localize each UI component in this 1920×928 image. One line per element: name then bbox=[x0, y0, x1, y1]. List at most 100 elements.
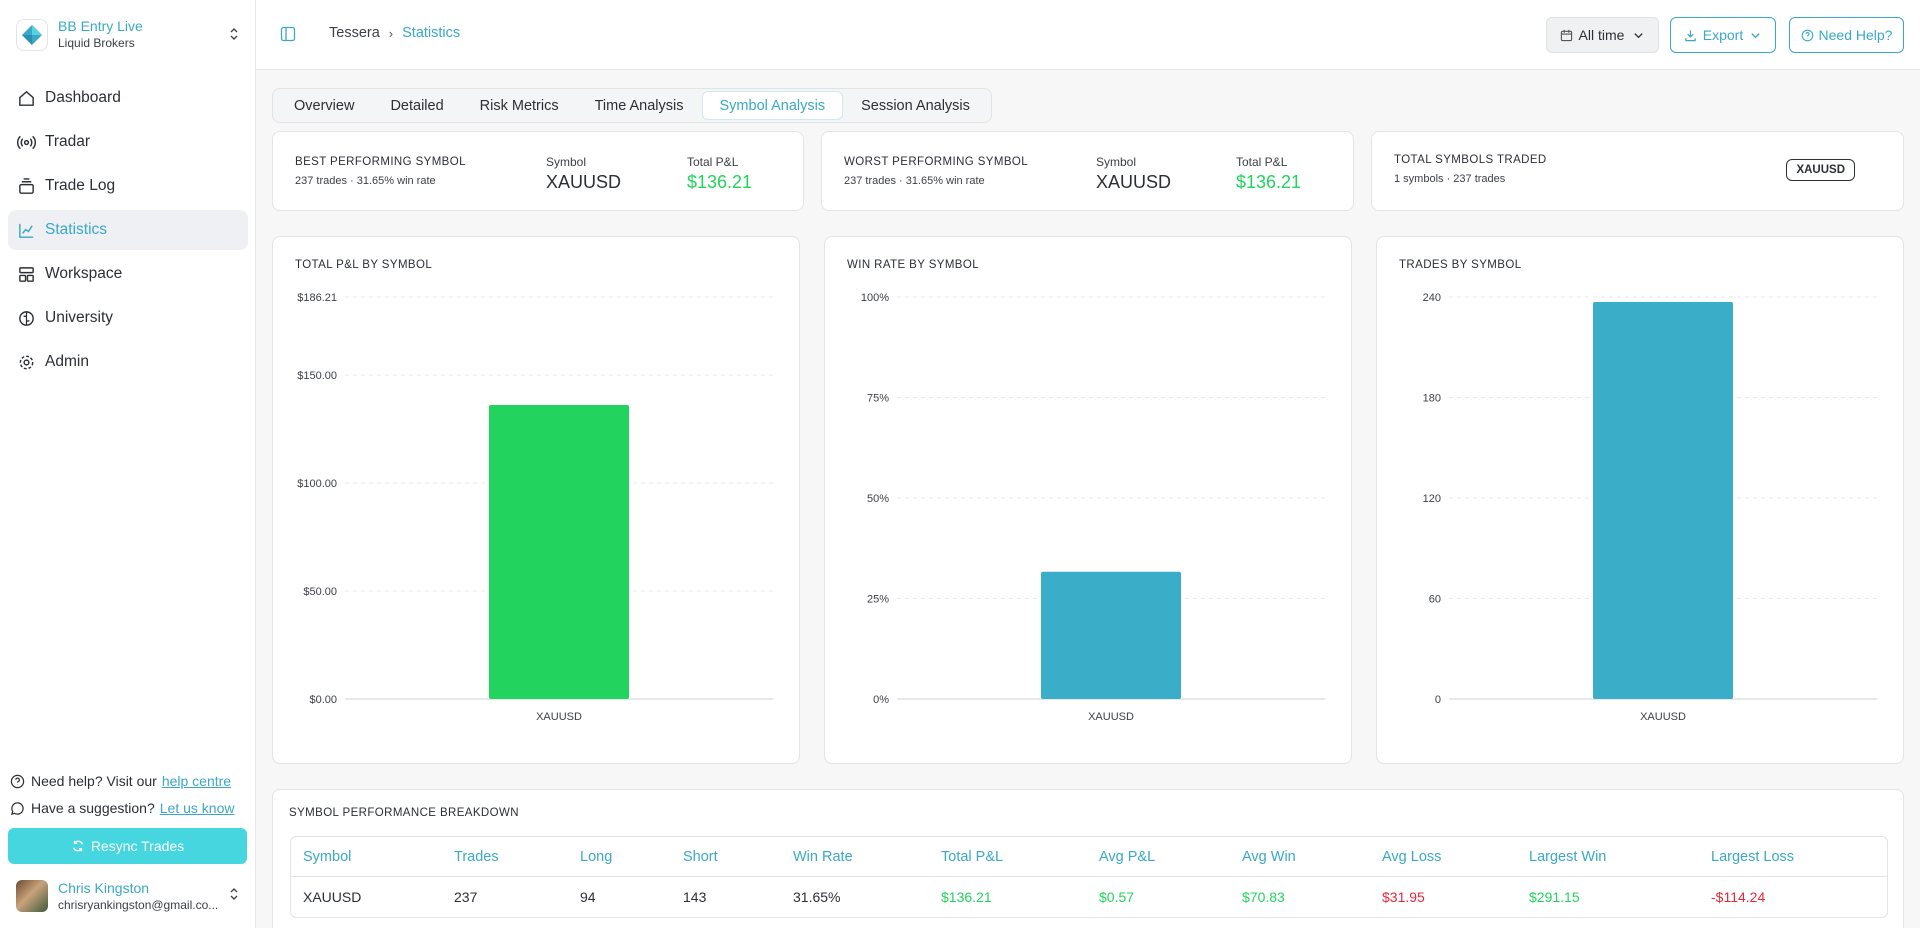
nav-item-workspace[interactable]: Workspace bbox=[8, 254, 248, 294]
layers-icon bbox=[19, 177, 34, 194]
column-header[interactable]: Trades bbox=[454, 849, 499, 865]
column-header[interactable]: Short bbox=[683, 849, 718, 865]
y-tick-label: 50% bbox=[867, 493, 889, 505]
worst-symbol-col: Symbol XAUUSD bbox=[1096, 155, 1171, 193]
account-broker: Liquid Brokers bbox=[58, 36, 135, 50]
column-header[interactable]: Avg P&L bbox=[1099, 849, 1156, 865]
chevron-down-icon bbox=[1634, 32, 1644, 38]
y-tick-label: 25% bbox=[867, 594, 889, 606]
chart-title: TRADES BY SYMBOL bbox=[1399, 259, 1522, 271]
nav-label: Statistics bbox=[45, 221, 108, 238]
worst-symbol-card: WORST PERFORMING SYMBOL 237 trades · 31.… bbox=[821, 131, 1354, 211]
total-symbols-label: TOTAL SYMBOLS TRADED bbox=[1394, 154, 1547, 166]
column-header[interactable]: Avg Win bbox=[1242, 849, 1296, 865]
suggestion-line: Have a suggestion? Let us know bbox=[10, 800, 234, 816]
y-tick-label: 100% bbox=[861, 292, 889, 304]
symbol-badge: XAUUSD bbox=[1786, 159, 1855, 181]
table-cell: XAUUSD bbox=[303, 889, 362, 905]
layout-icon bbox=[19, 266, 34, 282]
table-cell: $0.57 bbox=[1099, 889, 1135, 905]
win-rate-chart-svg: 0% 25% 50% 75% 100% XAUUSD bbox=[861, 292, 1325, 723]
y-tick-label: 60 bbox=[1429, 594, 1441, 606]
pnl-key: Total P&L bbox=[1236, 155, 1288, 169]
nav-label: Tradar bbox=[45, 133, 91, 150]
y-tick-label: $0.00 bbox=[309, 694, 337, 706]
account-switcher[interactable]: BB Entry Live Liquid Brokers bbox=[8, 10, 248, 60]
let-us-know-link[interactable]: Let us know bbox=[159, 800, 235, 816]
breadcrumb-root[interactable]: Tessera bbox=[329, 25, 380, 41]
nav-label: Dashboard bbox=[45, 89, 121, 106]
message-circle-icon bbox=[10, 801, 24, 815]
column-header[interactable]: Symbol bbox=[303, 849, 352, 865]
table-header-row: Symbol Trades Long Short Win Rate Total P&L Av… bbox=[291, 837, 1887, 877]
column-header[interactable]: Long bbox=[580, 849, 613, 865]
nav-item-admin[interactable]: Admin bbox=[8, 342, 248, 382]
need-help-button[interactable]: Need Help? bbox=[1789, 17, 1904, 53]
best-symbol-value: XAUUSD bbox=[546, 172, 622, 192]
y-tick-label: $186.21 bbox=[297, 292, 337, 304]
radar-icon bbox=[17, 135, 36, 149]
x-tick-label: XAUUSD bbox=[1640, 711, 1686, 723]
time-range-select[interactable]: All time bbox=[1546, 17, 1659, 53]
worst-symbol-value: XAUUSD bbox=[1096, 172, 1172, 192]
nav-item-university[interactable]: University bbox=[8, 298, 248, 338]
table-cell: 94 bbox=[580, 889, 596, 905]
best-symbol-col: Symbol XAUUSD bbox=[546, 155, 621, 193]
download-icon bbox=[1685, 29, 1696, 41]
help-circle-icon bbox=[10, 774, 25, 788]
best-symbol-sub: 237 trades · 31.65% win rate bbox=[295, 175, 436, 187]
sidebar-toggle-icon[interactable] bbox=[280, 26, 296, 42]
win-rate-by-symbol-chart: WIN RATE BY SYMBOL 0% 25% 50% 75% 100% XAUUSD bbox=[824, 236, 1352, 764]
symbol-performance-table-card: SYMBOL PERFORMANCE BREAKDOWN Symbol Trade… bbox=[272, 789, 1904, 928]
tab-time-analysis[interactable]: Time Analysis bbox=[594, 97, 684, 114]
nav-item-statistics[interactable]: Statistics bbox=[8, 210, 248, 250]
help-centre-link[interactable]: help centre bbox=[161, 773, 232, 789]
column-header[interactable]: Total P&L bbox=[941, 849, 1004, 865]
gear-icon bbox=[19, 355, 34, 369]
table-title: SYMBOL PERFORMANCE BREAKDOWN bbox=[289, 807, 519, 819]
best-symbol-label: BEST PERFORMING SYMBOL bbox=[295, 156, 466, 168]
nav-label: University bbox=[45, 309, 114, 326]
top-header: Tessera › Statistics All time Export Nee… bbox=[256, 0, 1920, 70]
best-pnl-col: Total P&L $136.21 bbox=[687, 155, 752, 193]
help-circle-icon bbox=[1801, 29, 1813, 41]
pnl-key: Total P&L bbox=[687, 155, 739, 169]
trades-by-symbol-chart: TRADES BY SYMBOL 0 60 120 180 240 XAUUSD bbox=[1376, 236, 1904, 764]
help-text: Need help? Visit our bbox=[31, 773, 157, 789]
column-header[interactable]: Win Rate bbox=[793, 849, 853, 865]
table-cell: $136.21 bbox=[941, 889, 992, 905]
resync-trades-button[interactable]: Resync Trades bbox=[8, 828, 247, 864]
x-tick-label: XAUUSD bbox=[1088, 711, 1134, 723]
nav-item-tradar[interactable]: Tradar bbox=[8, 122, 248, 162]
table-body: XAUUSD 237 94 143 31.65% $136.21 $0.57 $70.83 $3… bbox=[291, 877, 1887, 917]
tab-detailed[interactable]: Detailed bbox=[390, 97, 444, 114]
breadcrumb-current: Statistics bbox=[402, 25, 461, 41]
tab-overview[interactable]: Overview bbox=[294, 97, 355, 114]
column-header[interactable]: Largest Loss bbox=[1711, 849, 1795, 865]
export-button[interactable]: Export bbox=[1670, 17, 1776, 53]
trades-chart-svg: 0 60 120 180 240 XAUUSD bbox=[1423, 292, 1877, 723]
user-menu[interactable]: Chris Kingston chrisryankingston@gmail.c… bbox=[8, 874, 248, 918]
chart-title: TOTAL P&L BY SYMBOL bbox=[295, 259, 433, 271]
nav-label: Workspace bbox=[45, 265, 123, 282]
chart-title: WIN RATE BY SYMBOL bbox=[847, 259, 980, 271]
best-symbol-card: BEST PERFORMING SYMBOL 237 trades · 31.6… bbox=[272, 131, 804, 211]
table-cell: 237 bbox=[454, 889, 478, 905]
user-email: chrisryankingston@gmail.co... bbox=[58, 897, 219, 912]
nav-item-dashboard[interactable]: Dashboard bbox=[8, 78, 248, 118]
symbol-key: Symbol bbox=[546, 155, 587, 169]
total-symbols-sub: 1 symbols · 237 trades bbox=[1394, 173, 1506, 185]
column-header[interactable]: Largest Win bbox=[1529, 849, 1607, 865]
tab-symbol-analysis[interactable]: Symbol Analysis bbox=[701, 91, 844, 120]
tab-session-analysis[interactable]: Session Analysis bbox=[861, 97, 970, 114]
chevron-right-icon: › bbox=[388, 25, 394, 41]
pnl-chart-svg: $0.00 $50.00 $100.00 $150.00 $186.21 XAUUSD bbox=[297, 292, 773, 723]
column-header[interactable]: Avg Loss bbox=[1382, 849, 1442, 865]
tab-risk-metrics[interactable]: Risk Metrics bbox=[479, 97, 559, 114]
nav-label: Admin bbox=[45, 353, 89, 370]
table-cell: 143 bbox=[683, 889, 707, 905]
resync-label: Resync Trades bbox=[90, 838, 185, 854]
nav-item-trade-log[interactable]: Trade Log bbox=[8, 166, 248, 206]
y-tick-label: 0% bbox=[873, 694, 889, 706]
y-tick-label: 240 bbox=[1423, 292, 1441, 304]
